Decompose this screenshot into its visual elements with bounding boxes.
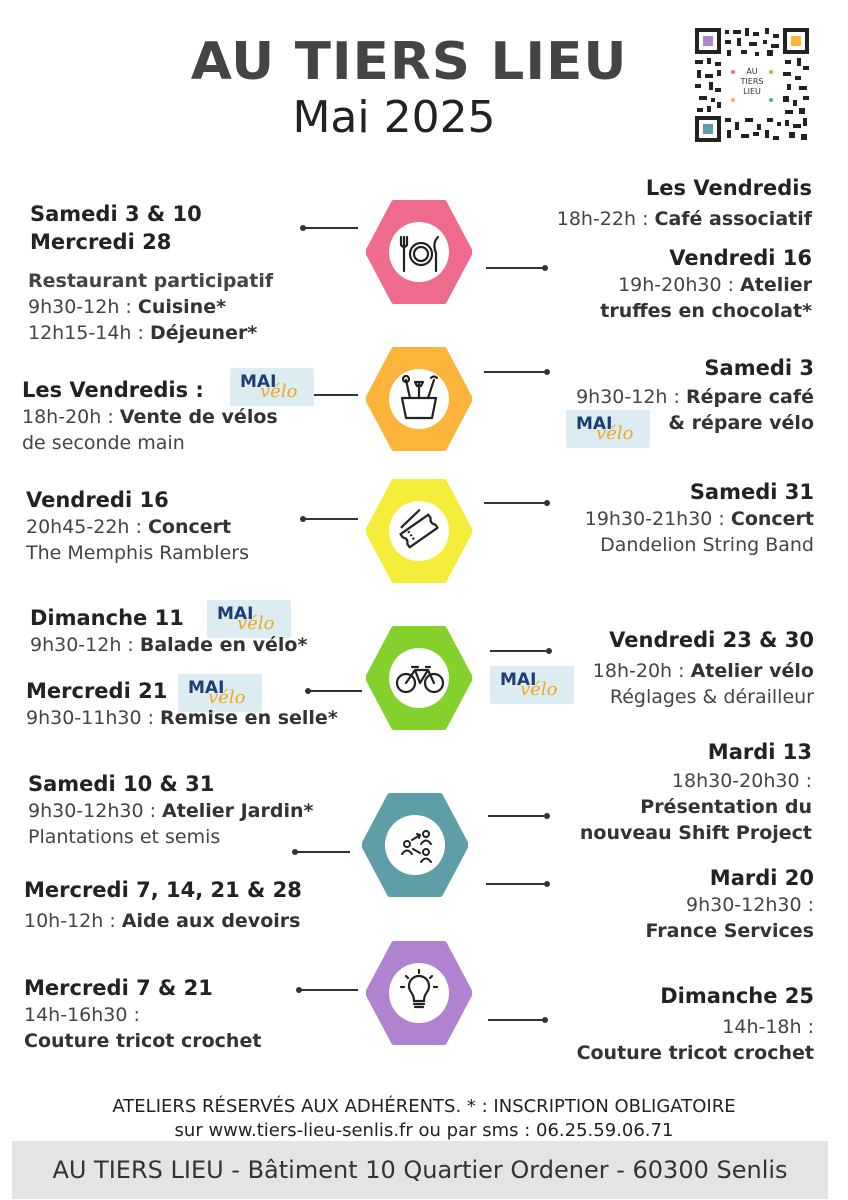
event-atelier-velo: Vendredi 23 & 30 18h-20h : Atelier vélo … <box>592 628 814 708</box>
event-concert-dandelion: Samedi 31 19h30-21h30 : Concert Dandelio… <box>584 480 814 556</box>
mai-a-velo-badge: MAI vélo <box>178 674 262 712</box>
event-france-services: Mardi 20 9h30-12h30 : France Services <box>645 866 814 942</box>
connector-dot <box>542 1017 548 1023</box>
event-vente-velos: Les Vendredis : 18h-20h : Vente de vélos… <box>22 378 278 454</box>
event-title: Restaurant participatif <box>28 270 274 292</box>
event-concert-memphis: Vendredi 16 20h45-22h : Concert The Memp… <box>26 488 249 564</box>
page-title: AU TIERS LIEU <box>190 32 628 92</box>
connector-line <box>298 989 358 991</box>
lightbulb-icon <box>399 968 439 1009</box>
connector-dot <box>544 369 550 375</box>
event-couture-left: Mercredi 7 & 21 14h-16h30 : Couture tric… <box>24 976 262 1052</box>
connector-dot <box>544 881 550 887</box>
lightbulb-hexagon <box>366 941 472 1045</box>
event-couture-right: Dimanche 25 14h-18h : Couture tricot cro… <box>576 984 814 1064</box>
event-date: Les Vendredis <box>645 176 812 200</box>
event-cafe-associatif: Les Vendredis 18h-22h : Café associatif <box>556 176 812 230</box>
event-date: Samedi 3 <box>704 356 814 380</box>
connector-line <box>488 1019 544 1021</box>
mai-a-velo-badge: MAI vélo <box>230 368 314 406</box>
connector-line <box>486 883 546 885</box>
event-truffes: Vendredi 16 19h-20h30 : Atelier truffes … <box>600 246 812 322</box>
connector-line <box>486 267 544 269</box>
qr-code[interactable]: AU TIERS LIEU <box>693 26 811 144</box>
bicycle-icon <box>395 665 445 694</box>
event-date: Mardi 13 <box>707 740 812 764</box>
footer-notice: ATELIERS RÉSERVÉS AUX ADHÉRENTS. * : INS… <box>112 1096 736 1117</box>
event-aide-devoirs: Mercredi 7, 14, 21 & 28 10h-12h : Aide a… <box>24 878 302 932</box>
mai-a-velo-badge: MAI vélo <box>566 410 650 448</box>
event-shift-project: Mardi 13 18h30-20h30 : Présentation du n… <box>579 740 812 844</box>
ticket-icon <box>399 508 439 549</box>
bicycle-hexagon <box>366 626 472 730</box>
event-date: Vendredi 23 & 30 <box>609 628 814 652</box>
event-date: Les Vendredis : <box>22 378 204 402</box>
event-date: Dimanche 25 <box>660 984 814 1008</box>
event-remise-en-selle: Mercredi 21 9h30-11h30 : Remise en selle… <box>26 679 338 729</box>
connector-line <box>488 815 546 817</box>
footer-contact[interactable]: sur www.tiers-lieu-senlis.fr ou par sms … <box>174 1120 674 1141</box>
connector-line <box>302 518 358 520</box>
event-date: Vendredi 16 <box>669 246 812 270</box>
connector-line <box>298 394 358 396</box>
address-bar: AU TIERS LIEU - Bâtiment 10 Quartier Ord… <box>12 1141 828 1199</box>
event-date: Samedi 3 & 10 <box>30 202 202 226</box>
event-date: Dimanche 11 <box>30 606 184 630</box>
event-date: Mercredi 7, 14, 21 & 28 <box>24 878 302 902</box>
event-date: Mercredi 21 <box>26 679 168 703</box>
connector-dot <box>544 813 550 819</box>
mai-a-velo-badge: MAI vélo <box>207 600 291 638</box>
page-subtitle: Mai 2025 <box>292 92 496 143</box>
cutlery-icon <box>399 235 440 273</box>
event-date: Mercredi 7 & 21 <box>24 976 213 1000</box>
connector-line <box>294 851 350 853</box>
connector-dot <box>544 500 550 506</box>
event-date: Mercredi 28 <box>30 230 172 254</box>
event-date: Samedi 10 & 31 <box>28 772 215 796</box>
qr-label-1: AU <box>746 67 757 76</box>
cutlery-hexagon <box>366 200 472 304</box>
qr-label-2: TIERS <box>740 77 764 86</box>
event-date: Samedi 31 <box>689 480 814 504</box>
connector-dot <box>542 265 548 271</box>
event-date: Vendredi 16 <box>26 488 169 512</box>
people-hexagon <box>362 793 468 897</box>
connector-line <box>303 227 358 229</box>
connector-line <box>484 502 546 504</box>
event-restaurant: Samedi 3 & 10 Mercredi 28 <box>30 200 202 256</box>
connector-line <box>490 650 548 652</box>
event-balade-velo: Dimanche 11 9h30-12h : Balade en vélo* <box>30 606 308 656</box>
event-date: Mardi 20 <box>709 866 814 890</box>
mai-a-velo-badge: MAI vélo <box>490 666 574 704</box>
people-network-icon <box>401 830 432 863</box>
connector-line <box>484 371 546 373</box>
toolbox-hexagon <box>366 347 472 451</box>
event-atelier-jardin: Samedi 10 & 31 9h30-12h30 : Atelier Jard… <box>28 772 314 848</box>
ticket-hexagon <box>366 479 472 583</box>
toolbox-icon <box>400 374 439 420</box>
connector-dot <box>546 648 552 654</box>
address-text: AU TIERS LIEU - Bâtiment 10 Quartier Ord… <box>52 1156 788 1184</box>
qr-label-3: LIEU <box>743 87 761 96</box>
connector-line <box>307 690 362 692</box>
event-restaurant-details: Restaurant participatif 9h30-12h : Cuisi… <box>28 270 274 344</box>
event-repare-cafe: Samedi 3 9h30-12h : Répare café & répare… <box>576 356 814 434</box>
